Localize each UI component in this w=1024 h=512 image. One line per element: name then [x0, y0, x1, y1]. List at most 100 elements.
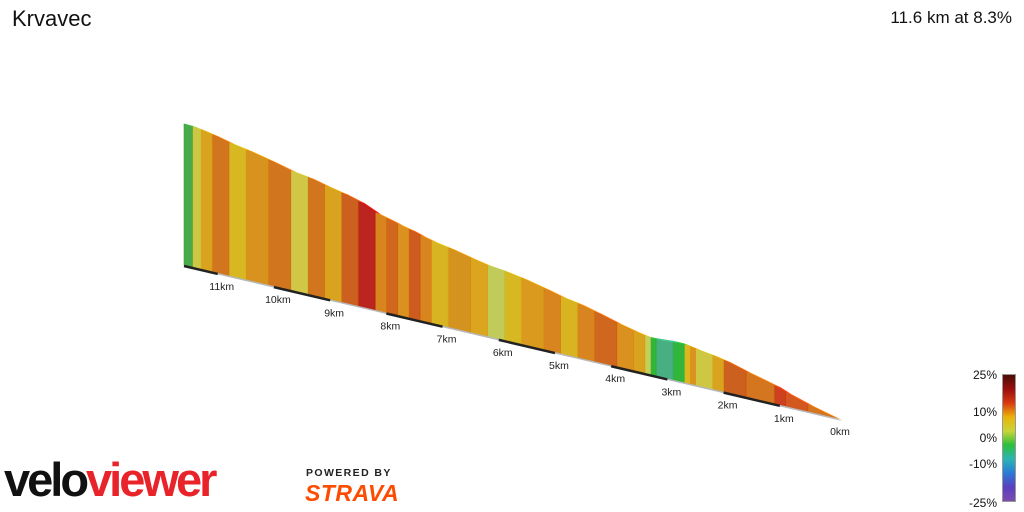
surface-segment-19 [521, 277, 550, 290]
surface-segment-1 [785, 392, 814, 407]
distance-band-1 [723, 391, 781, 408]
gradient-segment-29 [374, 211, 387, 313]
surface-segment-13 [633, 330, 651, 338]
surface-segment-26 [408, 228, 427, 237]
surface-segment-32 [324, 184, 348, 195]
gradient-segment-8 [683, 343, 691, 385]
gradient-segment-16 [577, 302, 595, 362]
surface-segment-12 [644, 335, 657, 340]
gradient-segment-22 [470, 257, 488, 337]
gradient-legend-labels: 25% 10% 0% -10% -25% [955, 366, 997, 512]
surface-segment-3 [746, 371, 781, 388]
distance-band-11 [183, 264, 219, 276]
profile-top-surface-group [184, 123, 842, 420]
gradient-segment-6 [695, 348, 713, 390]
gradient-segment-37 [228, 141, 247, 280]
gradient-segment-33 [307, 176, 325, 299]
surface-segment-37 [228, 142, 252, 152]
distance-tick-label: 10km [265, 294, 291, 306]
surface-segment-24 [431, 240, 455, 250]
surface-segment-31 [341, 192, 365, 203]
distance-band-9 [273, 285, 331, 302]
legend-label-max: 25% [972, 368, 997, 382]
gradient-segment-13 [633, 329, 646, 374]
surface-segment-17 [560, 296, 584, 305]
distance-axis-group: 0km 1km 2km 3km 4km 5km 6km 7km 8km 9km 10km 11km [183, 264, 850, 438]
gradient-segment-23 [447, 246, 471, 333]
surface-segment-7 [689, 345, 702, 351]
veloviewer-logo: veloviewer [4, 452, 217, 507]
legend-label-high: 10% [972, 405, 997, 419]
surface-segment-35 [268, 159, 297, 173]
surface-segment-25 [420, 234, 438, 243]
gradient-segment-38 [211, 133, 230, 276]
surface-segment-29 [375, 212, 393, 220]
gradient-segment-31 [341, 191, 359, 307]
gradient-segment-28 [386, 217, 398, 316]
gradient-segment-30 [357, 200, 376, 311]
surface-segment-18 [543, 287, 567, 299]
gradient-segment-25 [419, 234, 432, 324]
gradient-segment-14 [616, 322, 634, 371]
surface-segment-22 [470, 257, 494, 267]
distance-tick-label: 9km [324, 307, 344, 319]
distance-band-3 [610, 365, 668, 381]
gradient-segment-19 [520, 277, 545, 350]
gradient-segment-21 [487, 264, 505, 341]
gradient-segment-18 [543, 287, 561, 354]
legend-label-zero: 0% [979, 431, 997, 445]
gradient-segment-32 [324, 184, 342, 303]
distance-band-5 [498, 338, 556, 355]
distance-tick-label: 11km [209, 281, 234, 293]
surface-segment-23 [448, 247, 477, 260]
distance-tick-label: 5km [549, 360, 569, 372]
surface-segment-33 [307, 176, 331, 187]
distance-band-7 [386, 312, 443, 328]
logo-text-viewer: viewer [86, 453, 217, 506]
surface-segment-41 [184, 123, 199, 129]
gradient-segment-12 [644, 334, 651, 375]
surface-segment-36 [245, 149, 275, 162]
legend-label-min: -25% [968, 496, 997, 510]
gradient-segment-7 [689, 345, 696, 386]
surface-segment-6 [695, 348, 719, 357]
surface-segment-15 [594, 311, 623, 325]
surface-segment-14 [616, 322, 640, 333]
gradient-segment-5 [712, 354, 724, 392]
gradient-segment-10 [655, 338, 674, 381]
surface-segment-2 [774, 385, 792, 395]
gradient-segment-20 [504, 270, 522, 345]
gradient-segment-15 [594, 310, 618, 367]
surface-segment-10 [656, 338, 679, 344]
distance-tick-label: 6km [493, 347, 513, 359]
gradient-segment-34 [290, 169, 308, 295]
gradient-segment-40 [192, 125, 202, 270]
gradient-segment-41 [183, 123, 193, 268]
surface-segment-5 [712, 354, 730, 362]
gradient-segment-36 [245, 148, 269, 286]
surface-segment-16 [577, 302, 601, 314]
gradient-segment-27 [397, 223, 410, 319]
distance-tick-label: 7km [437, 334, 457, 346]
surface-segment-28 [386, 217, 404, 226]
distance-tick-label: 0km [830, 426, 850, 438]
logo-text-velo: velo [4, 453, 89, 506]
surface-segment-9 [673, 341, 691, 346]
surface-segment-34 [290, 170, 314, 179]
gradient-segment-9 [672, 340, 685, 383]
legend-label-low: -10% [968, 457, 997, 471]
surface-segment-39 [200, 129, 219, 137]
profile-wall-group [183, 123, 837, 419]
surface-segment-11 [650, 337, 663, 341]
surface-segment-20 [504, 270, 528, 280]
route-summary: 11.6 km at 8.3% [890, 8, 1012, 27]
distance-tick-label: 2km [718, 400, 738, 412]
surface-segment-21 [487, 264, 511, 273]
gradient-segment-11 [650, 336, 657, 377]
gradient-segment-39 [200, 128, 213, 272]
gradient-segment-17 [560, 295, 578, 358]
distance-tick-label: 3km [661, 386, 681, 398]
powered-by-label: POWERED BY [306, 467, 392, 479]
surface-segment-0 [807, 404, 842, 420]
gradient-segment-24 [431, 240, 449, 328]
